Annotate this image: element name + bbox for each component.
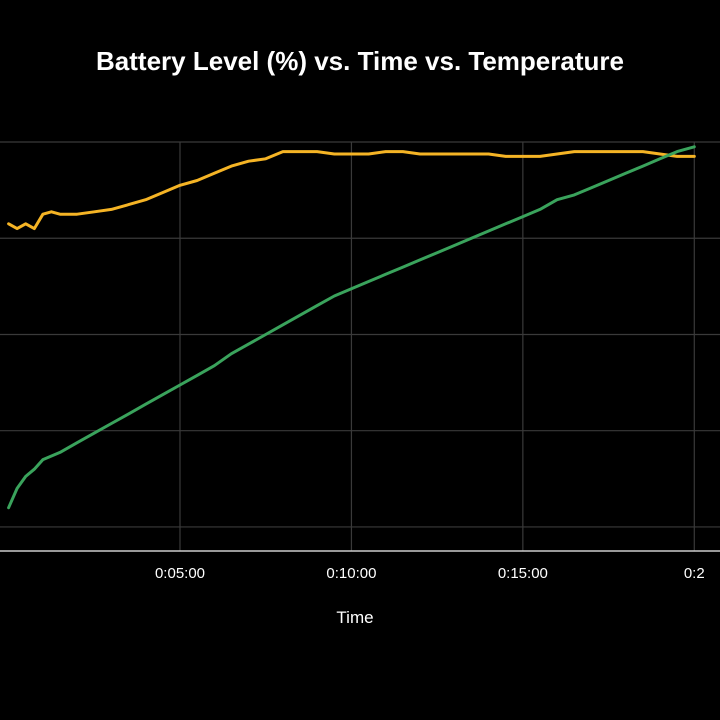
x-tick-label-0: 0:05:00	[155, 565, 205, 582]
battery-line	[7, 145, 696, 510]
grid-lines	[0, 141, 720, 551]
x-tick-label-1: 0:10:00	[326, 565, 376, 582]
x-axis: 0:05:00 0:10:00 0:15:00 0:2	[0, 550, 720, 582]
series-lines	[7, 145, 696, 510]
chart-title: Battery Level (%) vs. Time vs. Temperatu…	[96, 46, 624, 76]
temperature-line	[7, 150, 696, 231]
x-axis-label: Time	[336, 608, 373, 627]
x-tick-label-3: 0:2	[684, 565, 705, 582]
x-tick-label-2: 0:15:00	[498, 565, 548, 582]
